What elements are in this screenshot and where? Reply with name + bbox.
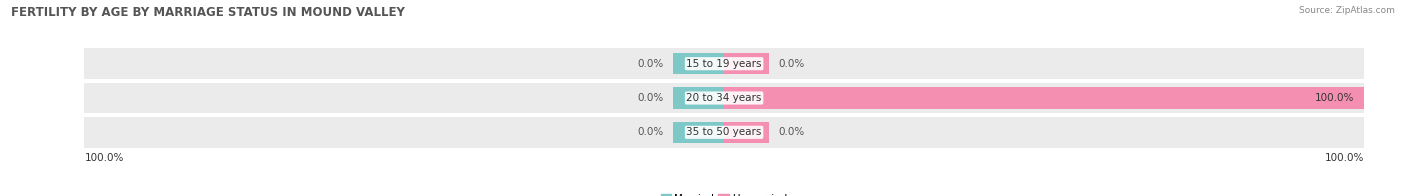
Text: FERTILITY BY AGE BY MARRIAGE STATUS IN MOUND VALLEY: FERTILITY BY AGE BY MARRIAGE STATUS IN M…: [11, 6, 405, 19]
Text: 20 to 34 years: 20 to 34 years: [686, 93, 762, 103]
Text: Source: ZipAtlas.com: Source: ZipAtlas.com: [1299, 6, 1395, 15]
Text: 100.0%: 100.0%: [84, 153, 124, 163]
Bar: [724, 87, 1364, 109]
Text: 0.0%: 0.0%: [779, 127, 804, 137]
Text: 0.0%: 0.0%: [637, 59, 664, 69]
Text: 0.0%: 0.0%: [637, 93, 664, 103]
Text: 0.0%: 0.0%: [637, 127, 664, 137]
Text: 15 to 19 years: 15 to 19 years: [686, 59, 762, 69]
Text: 100.0%: 100.0%: [1324, 153, 1364, 163]
Bar: [84, 48, 1364, 79]
Bar: [724, 122, 769, 143]
Bar: [673, 87, 724, 109]
Legend: Married, Unmarried: Married, Unmarried: [657, 190, 792, 196]
Text: 0.0%: 0.0%: [779, 59, 804, 69]
Text: 35 to 50 years: 35 to 50 years: [686, 127, 762, 137]
Bar: [724, 87, 769, 109]
Bar: [673, 53, 724, 74]
Text: 100.0%: 100.0%: [1315, 93, 1354, 103]
Bar: [84, 83, 1364, 113]
Bar: [673, 122, 724, 143]
Bar: [84, 117, 1364, 148]
Bar: [724, 53, 769, 74]
